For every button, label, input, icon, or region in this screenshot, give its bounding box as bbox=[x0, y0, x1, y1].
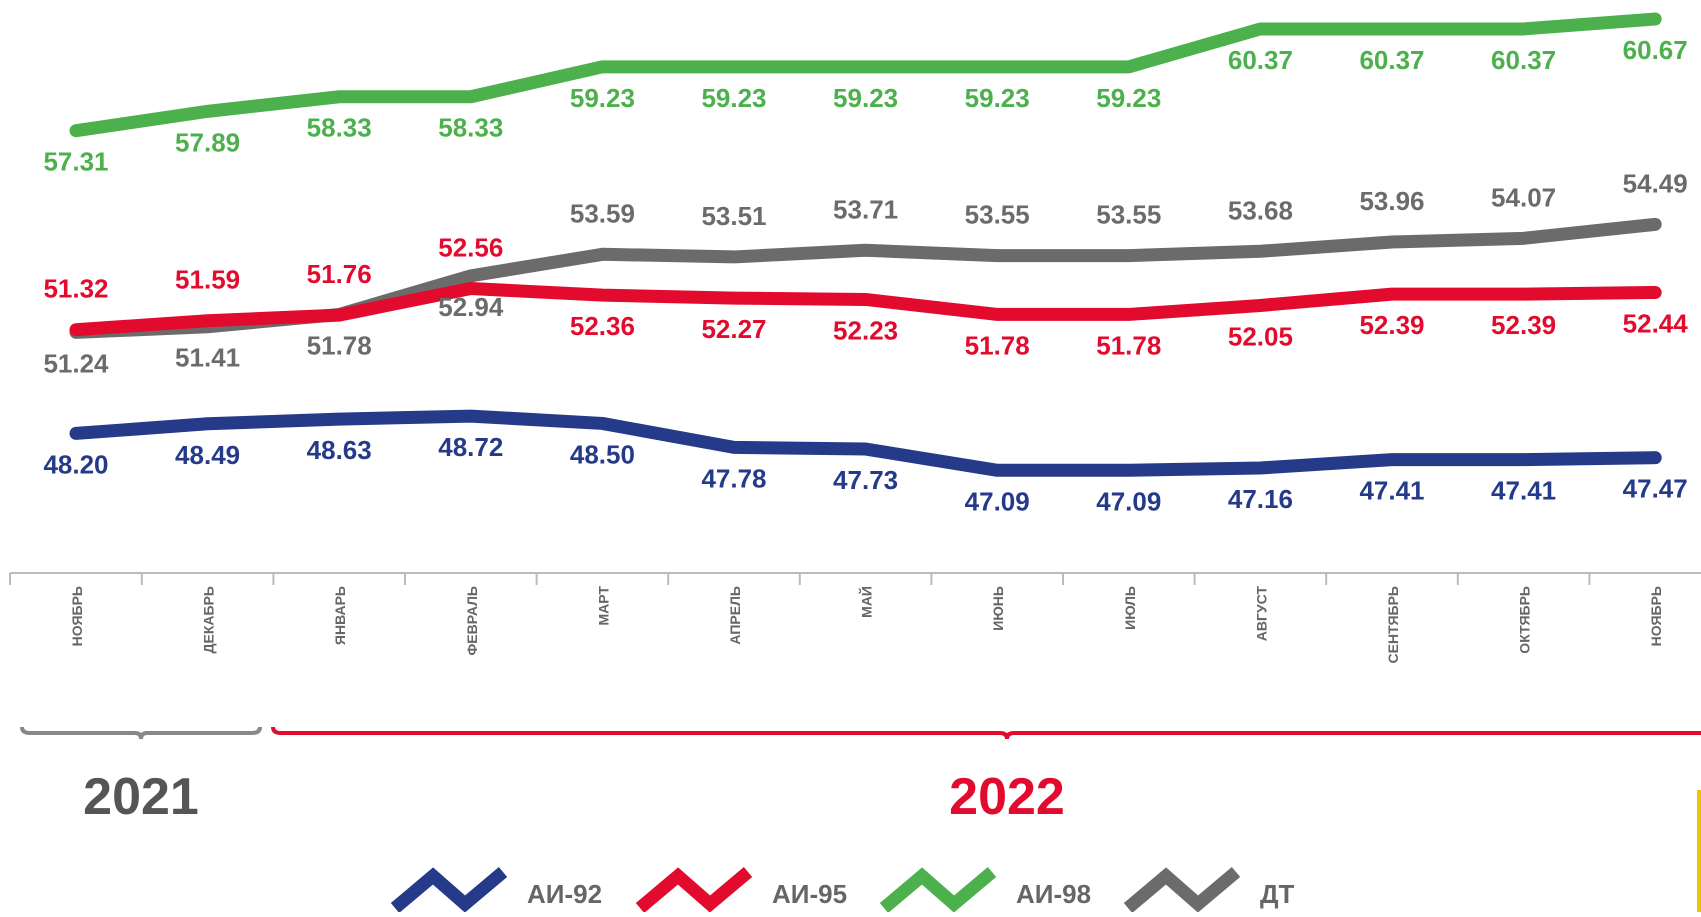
data-label: 48.72 bbox=[438, 432, 503, 462]
data-label: 47.73 bbox=[833, 465, 898, 495]
data-label: 59.23 bbox=[965, 83, 1030, 113]
data-label: 51.76 bbox=[307, 259, 372, 289]
data-label: 52.94 bbox=[438, 292, 504, 322]
data-label: 52.56 bbox=[438, 233, 503, 263]
data-label: 59.23 bbox=[1096, 83, 1161, 113]
x-tick-label: НОЯБРЬ bbox=[69, 586, 85, 646]
legend-label: АИ-92 bbox=[527, 879, 602, 909]
x-tick-label: ИЮЛЬ bbox=[1122, 586, 1138, 630]
data-label: 51.32 bbox=[43, 274, 108, 304]
legend-label: ДТ bbox=[1260, 879, 1295, 909]
data-label: 60.37 bbox=[1359, 45, 1424, 75]
data-label: 47.09 bbox=[1096, 486, 1161, 516]
series-line bbox=[69, 409, 1662, 477]
data-label: 48.49 bbox=[175, 440, 240, 470]
legend-icon bbox=[879, 867, 997, 913]
legend-icon bbox=[1123, 867, 1241, 913]
x-tick-label: АВГУСТ bbox=[1253, 586, 1269, 642]
data-label: 51.78 bbox=[965, 330, 1030, 360]
data-label: 47.78 bbox=[701, 463, 766, 493]
data-label: 58.33 bbox=[438, 113, 503, 143]
decor-bar bbox=[1697, 790, 1701, 912]
data-label: 52.23 bbox=[833, 315, 898, 345]
data-label: 52.36 bbox=[570, 311, 635, 341]
x-tick-label: ДЕКАБРЬ bbox=[201, 586, 217, 653]
data-label: 60.67 bbox=[1623, 35, 1688, 65]
data-label: 48.63 bbox=[307, 435, 372, 465]
x-tick-label: МАЙ bbox=[858, 586, 875, 618]
data-label: 47.47 bbox=[1623, 474, 1688, 504]
x-tick-label: АПРЕЛЬ bbox=[727, 586, 743, 645]
data-label: 48.20 bbox=[43, 449, 108, 479]
data-label: 52.39 bbox=[1491, 310, 1556, 340]
legend-icon bbox=[390, 867, 508, 913]
data-label: 60.37 bbox=[1491, 45, 1556, 75]
data-label: 47.41 bbox=[1359, 476, 1424, 506]
data-label: 58.33 bbox=[307, 113, 372, 143]
series-line bbox=[69, 12, 1662, 138]
x-tick-label: ФЕВРАЛЬ bbox=[464, 586, 480, 656]
bracket-2022 bbox=[271, 726, 1701, 740]
x-tick-label: СЕНТЯБРЬ bbox=[1385, 586, 1401, 663]
data-label: 54.07 bbox=[1491, 182, 1556, 212]
data-label: 59.23 bbox=[833, 83, 898, 113]
data-label: 53.55 bbox=[1096, 200, 1161, 230]
year-label: 2022 bbox=[949, 768, 1065, 826]
data-label: 47.16 bbox=[1228, 484, 1293, 514]
data-label: 52.39 bbox=[1359, 310, 1424, 340]
x-tick-label: ОКТЯБРЬ bbox=[1517, 586, 1533, 654]
data-label: 51.59 bbox=[175, 265, 240, 295]
data-label: 52.05 bbox=[1228, 321, 1293, 351]
data-label: 53.96 bbox=[1359, 186, 1424, 216]
bracket-2021 bbox=[20, 726, 262, 740]
series-line bbox=[69, 282, 1662, 337]
data-label: 53.59 bbox=[570, 198, 635, 228]
data-label: 59.23 bbox=[701, 83, 766, 113]
x-tick-label: МАРТ bbox=[595, 586, 611, 626]
data-label: 57.89 bbox=[175, 127, 240, 157]
data-label: 53.68 bbox=[1228, 195, 1293, 225]
year-label: 2021 bbox=[83, 768, 199, 826]
data-label: 48.50 bbox=[570, 439, 635, 469]
legend-icon bbox=[635, 867, 753, 913]
x-tick-label: ЯНВАРЬ bbox=[332, 586, 348, 645]
data-label: 54.49 bbox=[1623, 168, 1688, 198]
x-tick-label: ИЮНЬ bbox=[990, 586, 1006, 631]
data-label: 51.24 bbox=[43, 348, 109, 378]
data-label: 51.41 bbox=[175, 343, 240, 373]
data-label: 53.51 bbox=[701, 201, 766, 231]
data-label: 57.31 bbox=[43, 147, 108, 177]
data-label: 52.44 bbox=[1623, 308, 1689, 338]
data-label: 53.55 bbox=[965, 200, 1030, 230]
data-label: 52.27 bbox=[701, 314, 766, 344]
data-label: 47.09 bbox=[965, 486, 1030, 516]
legend-label: АИ-98 bbox=[1016, 879, 1091, 909]
x-tick-label: НОЯБРЬ bbox=[1648, 586, 1664, 646]
legend-label: АИ-95 bbox=[772, 879, 847, 909]
data-label: 59.23 bbox=[570, 83, 635, 113]
data-label: 51.78 bbox=[1096, 330, 1161, 360]
data-label: 51.78 bbox=[307, 330, 372, 360]
data-label: 47.41 bbox=[1491, 476, 1556, 506]
data-label: 53.71 bbox=[833, 194, 898, 224]
data-label: 60.37 bbox=[1228, 45, 1293, 75]
